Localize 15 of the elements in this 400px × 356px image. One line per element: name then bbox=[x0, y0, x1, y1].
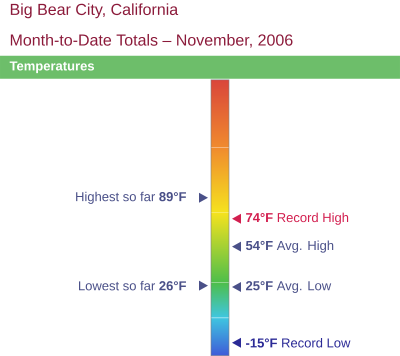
data-label: 74°F bbox=[246, 212, 273, 222]
data-label: 26°F bbox=[159, 281, 186, 290]
data-label: 54°F bbox=[246, 240, 273, 250]
data-label: -15°F bbox=[246, 338, 277, 348]
legend-label: Record Low bbox=[282, 338, 350, 348]
text: Big Bear City, California bbox=[10, 3, 178, 18]
text: Temperatures bbox=[10, 61, 94, 74]
legend-label: Lowest so far bbox=[79, 280, 156, 290]
data-label: 89°F bbox=[159, 192, 186, 202]
legend-label: Avg. Low bbox=[276, 281, 332, 293]
data-label: 25°F bbox=[246, 281, 273, 290]
legend-label: Avg. High bbox=[276, 240, 334, 253]
legend-label: Record High bbox=[278, 212, 348, 225]
text: Month-to-Date Totals – November, 2006 bbox=[10, 34, 292, 48]
legend-label: Highest so far bbox=[76, 192, 156, 204]
